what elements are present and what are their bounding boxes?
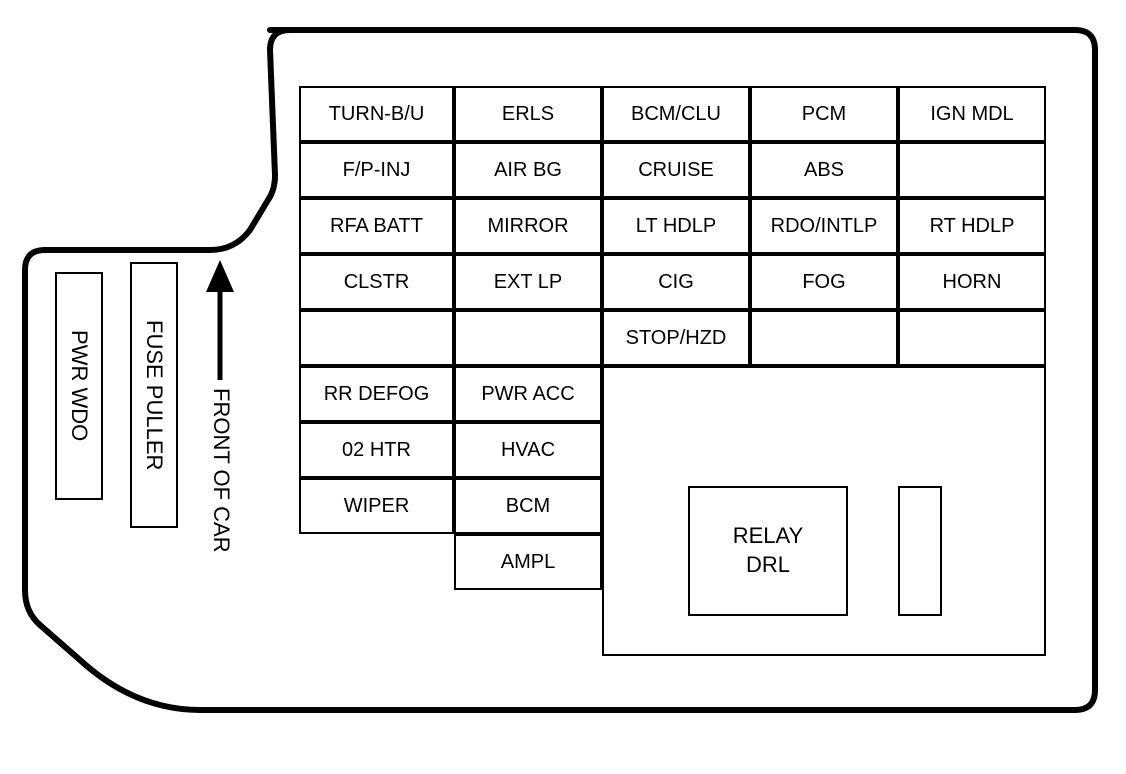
- fuse-cell-r7-c0: WIPER: [299, 478, 454, 534]
- relay-line2: DRL: [733, 551, 804, 580]
- fuse-cell-r4-c1: [454, 310, 602, 366]
- fuse-cell-r1-c3: ABS: [750, 142, 898, 198]
- fuse-cell-r0-c0: TURN-B/U: [299, 86, 454, 142]
- fuse-cell-r3-c2: CIG: [602, 254, 750, 310]
- fuse-cell-r6-c1: HVAC: [454, 422, 602, 478]
- fuse-cell-r0-c4: IGN MDL: [898, 86, 1046, 142]
- fuse-cell-r4-c4: [898, 310, 1046, 366]
- fuse-cell-r3-c0: CLSTR: [299, 254, 454, 310]
- fuse-cell-r2-c2: LT HDLP: [602, 198, 750, 254]
- fuse-cell-r0-c1: ERLS: [454, 86, 602, 142]
- fuse-cell-r2-c1: MIRROR: [454, 198, 602, 254]
- relay-drl: RELAY DRL: [688, 486, 848, 616]
- fuse-cell-r1-c4: [898, 142, 1046, 198]
- fuse-cell-r0-c3: PCM: [750, 86, 898, 142]
- fuse-cell-r3-c4: HORN: [898, 254, 1046, 310]
- fuse-cell-r8-c1: AMPL: [454, 534, 602, 590]
- fuse-cell-r1-c2: CRUISE: [602, 142, 750, 198]
- fuse-cell-r1-c0: F/P-INJ: [299, 142, 454, 198]
- fuse-cell-r4-c2: STOP/HZD: [602, 310, 750, 366]
- relay-slot: [898, 486, 942, 616]
- fuse-puller-box: FUSE PULLER: [130, 262, 178, 528]
- fuse-cell-r2-c3: RDO/INTLP: [750, 198, 898, 254]
- fuse-cell-r2-c0: RFA BATT: [299, 198, 454, 254]
- pwr-wdo-box: PWR WDO: [55, 272, 103, 500]
- fuse-cell-r4-c3: [750, 310, 898, 366]
- fuse-cell-r6-c0: 02 HTR: [299, 422, 454, 478]
- fuse-cell-r3-c1: EXT LP: [454, 254, 602, 310]
- fuse-cell-r2-c4: RT HDLP: [898, 198, 1046, 254]
- relay-line1: RELAY: [733, 522, 804, 551]
- fuse-cell-r3-c3: FOG: [750, 254, 898, 310]
- fuse-cell-r7-c1: BCM: [454, 478, 602, 534]
- fuse-cell-r0-c2: BCM/CLU: [602, 86, 750, 142]
- fuse-cell-r4-c0: [299, 310, 454, 366]
- fuse-cell-r5-c0: RR DEFOG: [299, 366, 454, 422]
- fusebox-diagram: PWR WDO FUSE PULLER FRONT OF CAR TURN-B/…: [0, 0, 1126, 774]
- front-of-car-label: FRONT OF CAR: [208, 388, 234, 553]
- fuse-cell-r5-c1: PWR ACC: [454, 366, 602, 422]
- fuse-puller-label: FUSE PULLER: [141, 320, 167, 470]
- pwr-wdo-label: PWR WDO: [66, 330, 92, 441]
- fuse-cell-r1-c1: AIR BG: [454, 142, 602, 198]
